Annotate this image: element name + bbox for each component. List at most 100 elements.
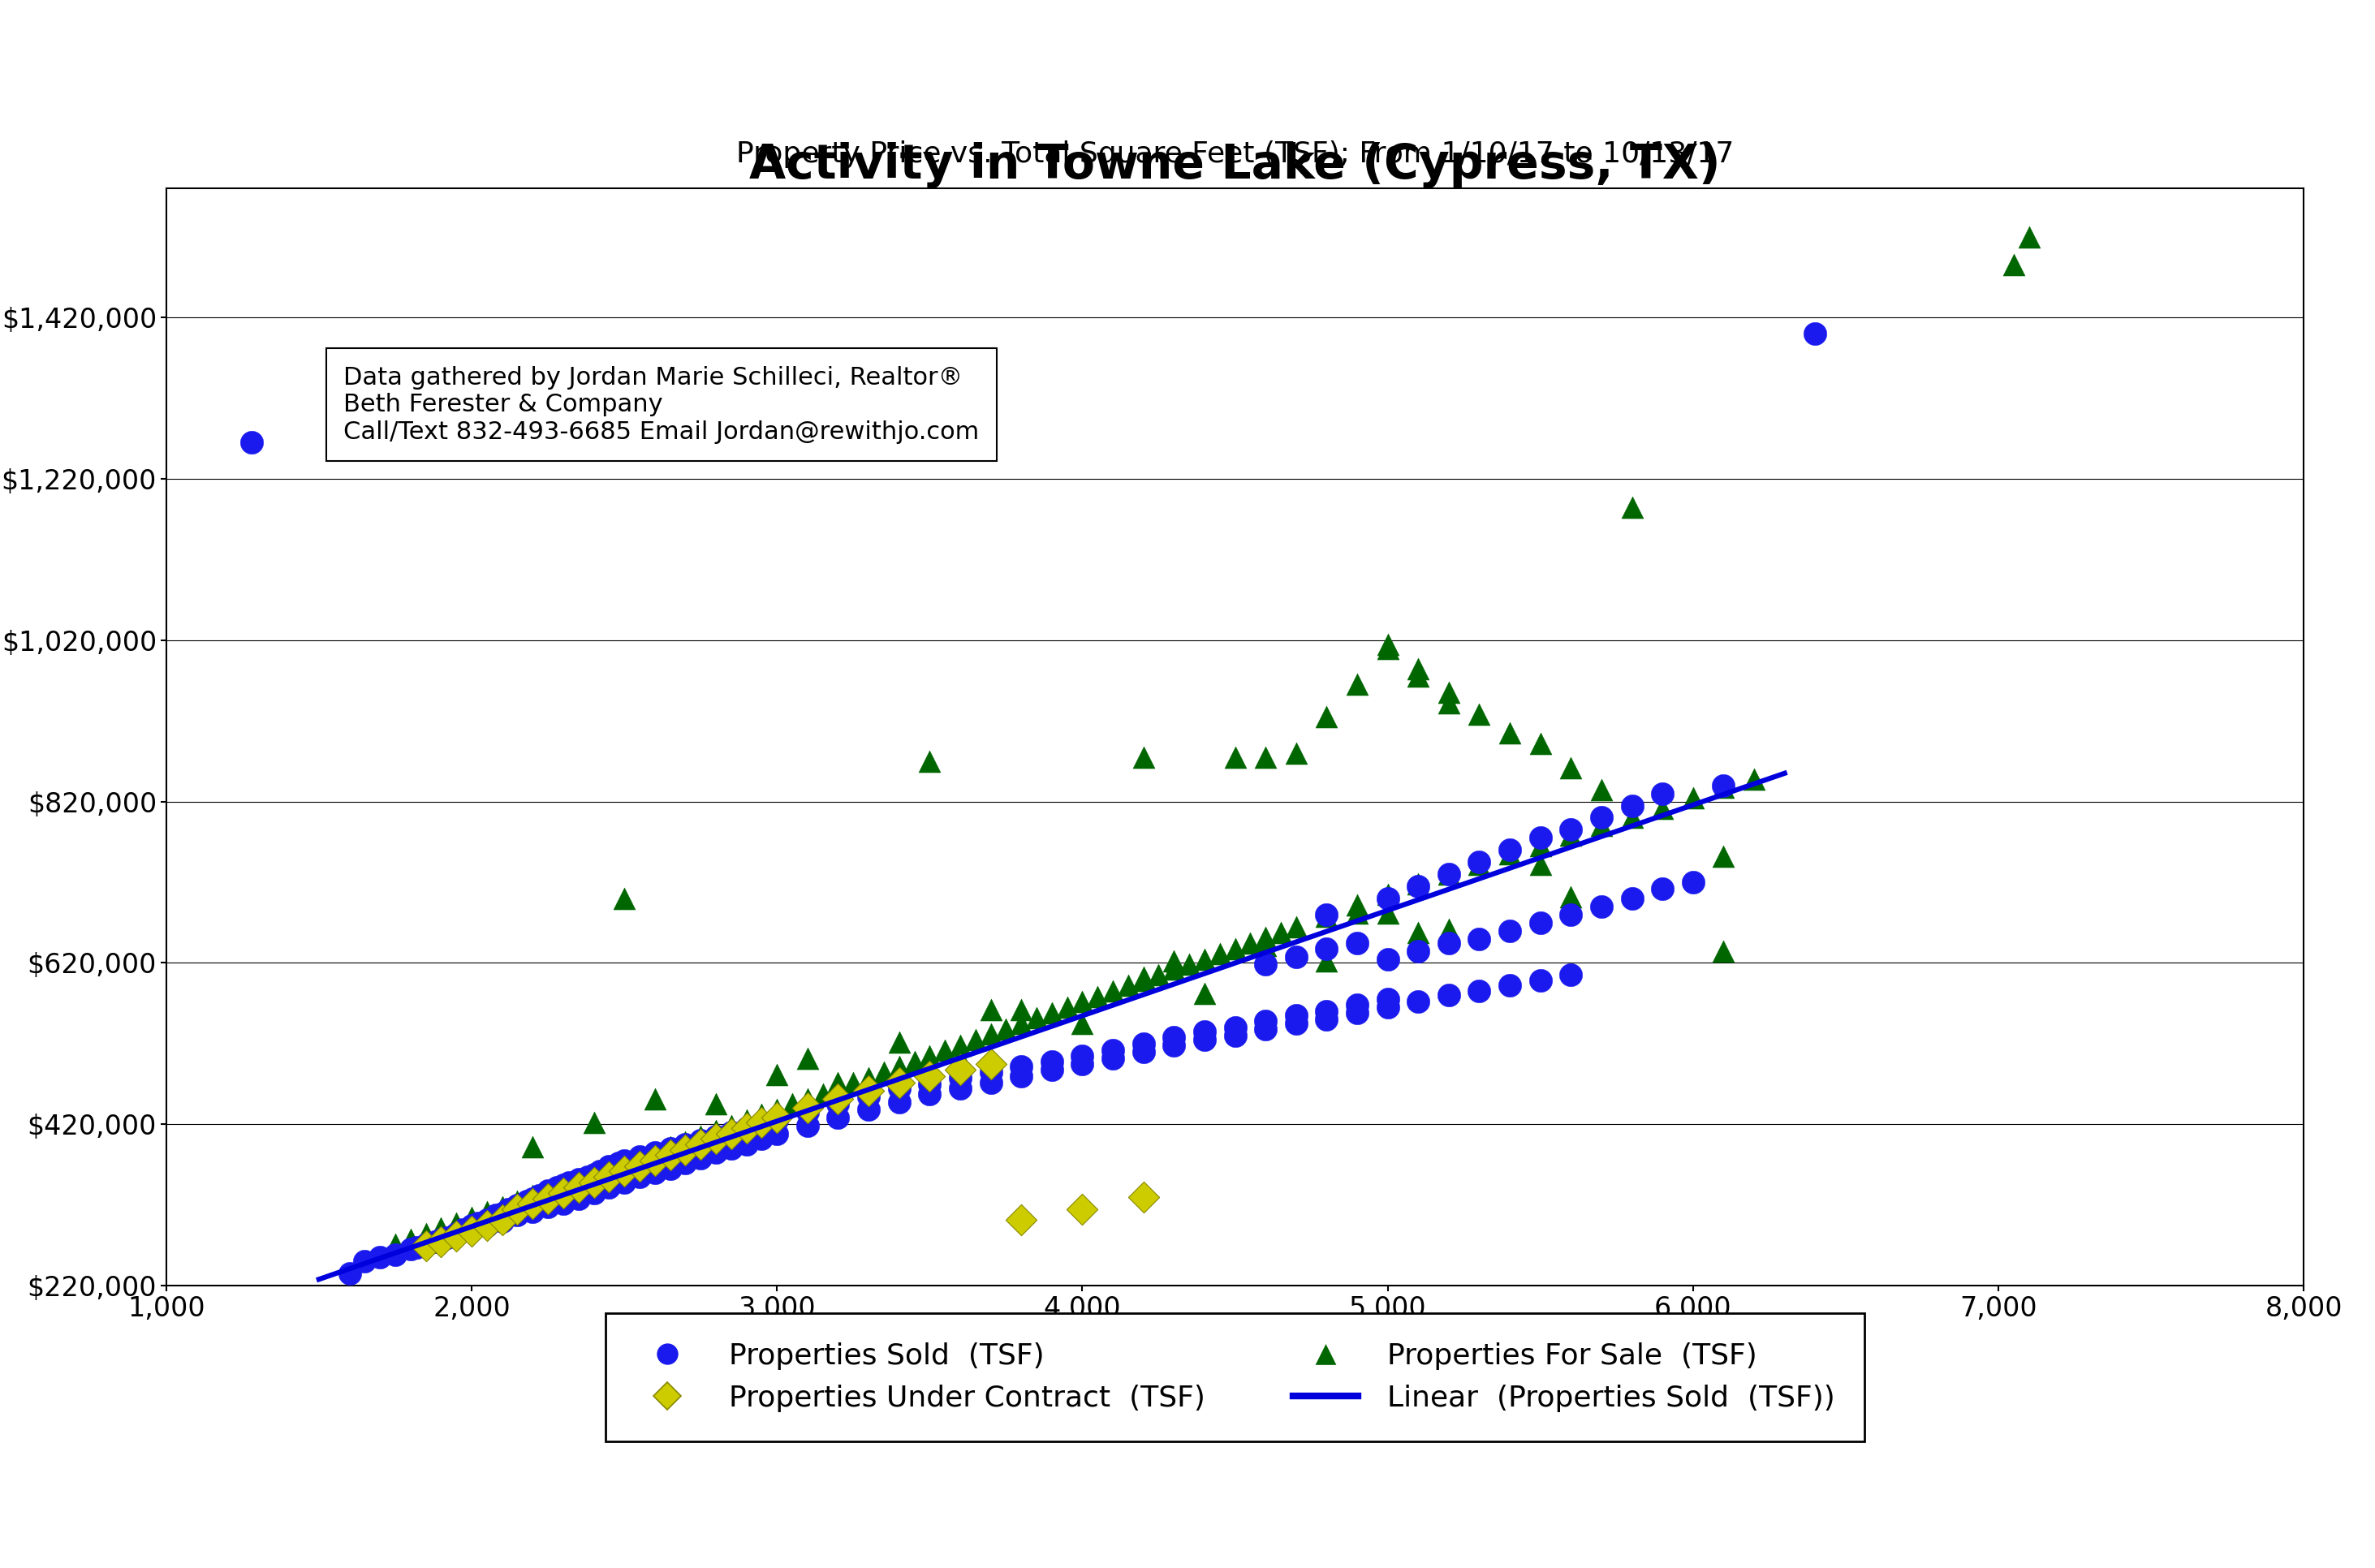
Point — [1185, 1019, 1223, 1044]
Point — [530, 1185, 568, 1210]
Point — [971, 1051, 1009, 1076]
Point — [1002, 1063, 1040, 1088]
Point — [1154, 1024, 1192, 1049]
Point — [727, 1116, 765, 1142]
Point — [1522, 909, 1560, 935]
Point — [513, 1182, 551, 1207]
Point — [1337, 993, 1375, 1018]
Point — [392, 1237, 430, 1262]
Point — [682, 1127, 720, 1152]
Point — [1368, 886, 1406, 911]
Point — [513, 1134, 551, 1159]
Point — [910, 1043, 948, 1068]
Title: Activity in Towne Lake (Cypress, TX): Activity in Towne Lake (Cypress, TX) — [750, 141, 1720, 188]
Point — [758, 1105, 796, 1131]
Point — [1368, 986, 1406, 1011]
Point — [530, 1178, 568, 1203]
Point — [1551, 817, 1589, 842]
Point — [1095, 978, 1133, 1004]
Point — [406, 1221, 444, 1247]
Point — [1123, 1184, 1161, 1209]
Point — [1368, 947, 1406, 972]
Point — [1613, 793, 1651, 818]
Point — [233, 430, 271, 455]
Point — [774, 1091, 812, 1116]
Point — [560, 1185, 598, 1210]
Point — [696, 1118, 734, 1143]
Point — [1522, 967, 1560, 993]
Point — [1399, 663, 1437, 688]
Point — [406, 1231, 444, 1256]
Point — [758, 1098, 796, 1123]
Point — [910, 748, 948, 773]
Point — [819, 1105, 857, 1131]
Point — [1140, 963, 1178, 988]
Point — [1551, 963, 1589, 988]
Point — [606, 1148, 644, 1173]
Point — [667, 1132, 705, 1157]
Point — [582, 1159, 620, 1184]
Point — [1430, 861, 1468, 886]
Point — [482, 1201, 520, 1226]
Point — [1522, 825, 1560, 850]
Point — [850, 1098, 888, 1123]
Point — [957, 1027, 995, 1052]
Point — [423, 1215, 461, 1240]
Point — [1461, 702, 1499, 728]
Point — [513, 1192, 551, 1217]
Point — [834, 1069, 872, 1094]
Point — [1430, 681, 1468, 706]
Point — [819, 1076, 857, 1101]
Point — [1399, 655, 1437, 681]
Point — [1064, 989, 1102, 1014]
Point — [1247, 1008, 1285, 1033]
Point — [788, 1096, 826, 1121]
Point — [406, 1232, 444, 1258]
Point — [1368, 994, 1406, 1019]
Point — [620, 1154, 658, 1179]
Point — [758, 1121, 796, 1146]
Point — [727, 1107, 765, 1132]
Point — [1705, 938, 1743, 963]
Point — [589, 1174, 627, 1200]
Point — [1995, 252, 2033, 278]
Point — [1216, 1014, 1254, 1040]
Point — [606, 886, 644, 911]
Point — [544, 1173, 582, 1198]
Point — [1551, 756, 1589, 781]
Point — [454, 1204, 492, 1229]
Point — [1123, 1040, 1161, 1065]
Point — [743, 1110, 781, 1135]
Point — [651, 1143, 689, 1168]
Point — [1461, 978, 1499, 1004]
Point — [437, 1210, 475, 1236]
Point — [1033, 1057, 1071, 1082]
Point — [1399, 873, 1437, 898]
Point — [468, 1212, 506, 1237]
Point — [941, 1057, 978, 1082]
Point — [1337, 1000, 1375, 1025]
Point — [1582, 804, 1620, 829]
Point — [727, 1116, 765, 1142]
Point — [1033, 1000, 1071, 1025]
Point — [1705, 775, 1743, 800]
Point — [1064, 1043, 1102, 1068]
Point — [530, 1178, 568, 1203]
Point — [696, 1126, 734, 1151]
Point — [712, 1121, 750, 1146]
Point — [682, 1132, 720, 1157]
Point — [1613, 886, 1651, 911]
Point — [1492, 837, 1530, 862]
Point — [1461, 851, 1499, 877]
Point — [1399, 989, 1437, 1014]
Point — [2009, 224, 2047, 249]
Point — [1492, 842, 1530, 867]
Point — [347, 1250, 385, 1275]
Point — [1522, 833, 1560, 858]
Point — [1368, 635, 1406, 660]
Point — [575, 1162, 613, 1187]
Point — [1185, 1027, 1223, 1052]
Point — [575, 1162, 613, 1187]
Point — [482, 1209, 520, 1234]
Legend: Properties Sold  (TSF), Properties Under Contract  (TSF), Properties For Sale  (: Properties Sold (TSF), Properties Under … — [606, 1312, 1864, 1441]
